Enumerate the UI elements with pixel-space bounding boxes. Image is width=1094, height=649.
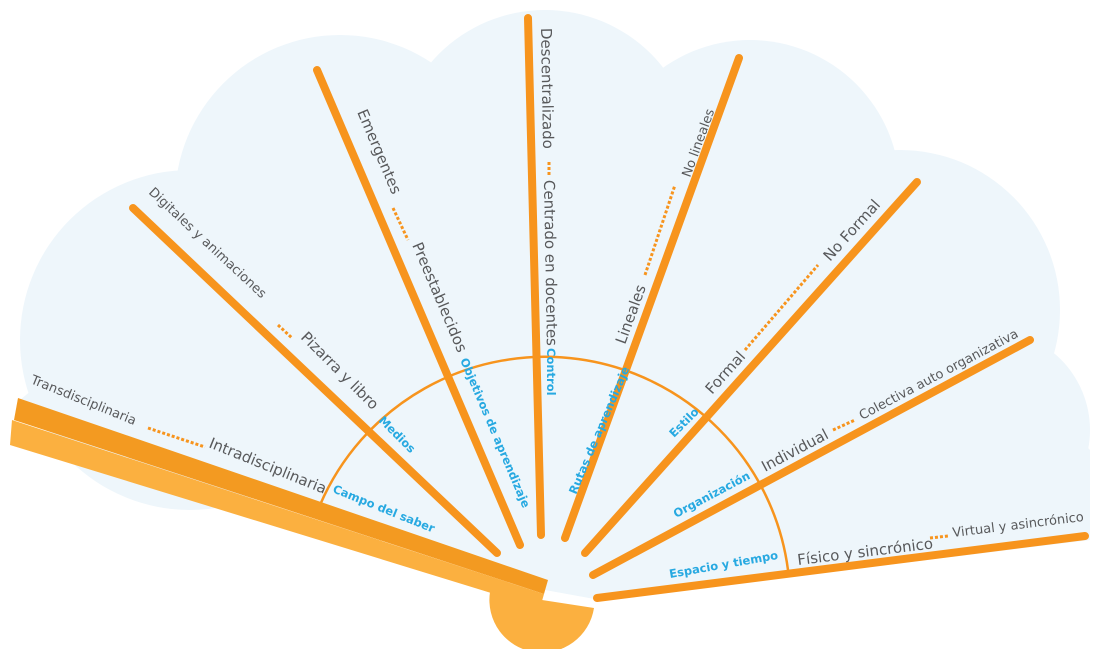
pivot [489, 592, 594, 649]
fan-diagram: Transdisciplinaria Intradisciplinaria Di… [0, 0, 1094, 649]
category-label: Control [544, 348, 558, 396]
outer-label: Descentralizado [537, 28, 557, 149]
inner-label: Centrado en docentes [540, 180, 561, 346]
